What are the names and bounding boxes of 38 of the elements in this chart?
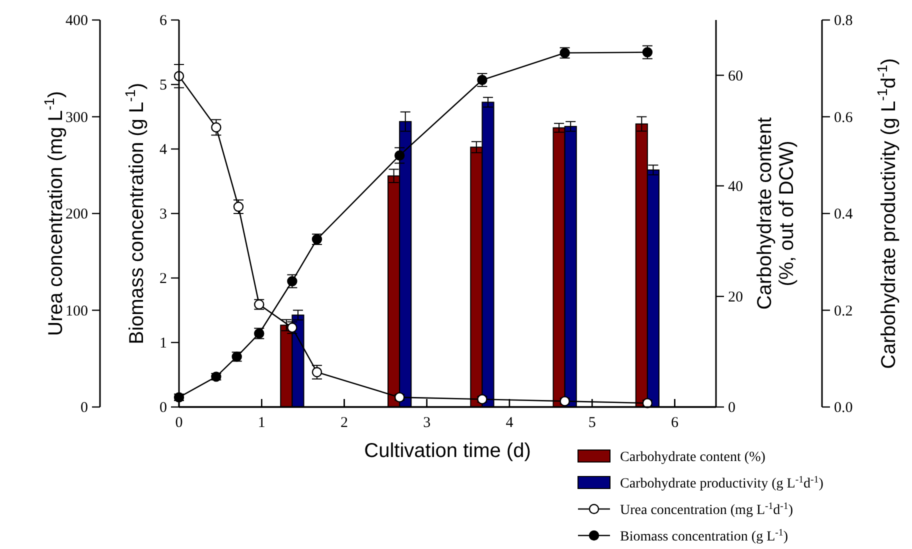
x-tick-label: 0 (175, 415, 183, 431)
x-tick-label: 5 (588, 415, 596, 431)
y3-tick-label: 300 (66, 110, 88, 126)
y3-tick-label: 0 (80, 400, 88, 416)
x-tick-label: 4 (506, 415, 514, 431)
x-tick-label: 2 (340, 415, 348, 431)
x-tick-label: 3 (423, 415, 431, 431)
legend-label: Carbohydrate productivity (g L$^{-1}$d$^{-1}$) (620, 474, 824, 492)
legend-label: Biomass concentration (g L$^{-1}$) (620, 527, 788, 544)
y-tick-label: 0 (160, 400, 167, 416)
y2-tick-label: 60 (728, 68, 743, 84)
y3-tick-label: 0.2 (834, 303, 853, 320)
y3-tick-label: 200 (66, 206, 88, 222)
y-tick-label: 6 (160, 13, 168, 29)
legend-label: Urea concentration (mg L$^{-1}$d$^{-1}$) (620, 500, 794, 518)
y-tick-label: 3 (160, 206, 167, 222)
y3-tick-label: 0.4 (834, 206, 854, 222)
y-tick-label: 1 (160, 336, 167, 352)
y-tick-label: 4 (160, 142, 168, 158)
y-tick-label: 2 (160, 271, 167, 287)
y2-tick-label: 20 (728, 289, 743, 306)
point (211, 122, 222, 132)
x-tick-label: 6 (670, 415, 679, 431)
y3-tick-label: 0.6 (834, 110, 854, 126)
y3-tick-label: 0.8 (834, 13, 853, 29)
legend-label: Carbohydrate content (%) (620, 450, 766, 465)
y2-tick-label: 40 (728, 178, 743, 195)
point (312, 367, 322, 378)
point (394, 150, 405, 161)
x-axis-title: Cultivation time (d) (364, 440, 531, 462)
y3-tick-label: 100 (66, 303, 88, 320)
y2-axis-title: Carbohydrate content (%, out of DCW) (754, 116, 798, 310)
y-tick-label: 5 (160, 78, 167, 94)
y3-tick-label: 400 (66, 13, 88, 29)
y3-tick-label: 0.0 (834, 400, 853, 416)
point (233, 202, 244, 212)
y2-tick-label: 0 (728, 400, 736, 416)
x-tick-label: 1 (258, 415, 266, 431)
